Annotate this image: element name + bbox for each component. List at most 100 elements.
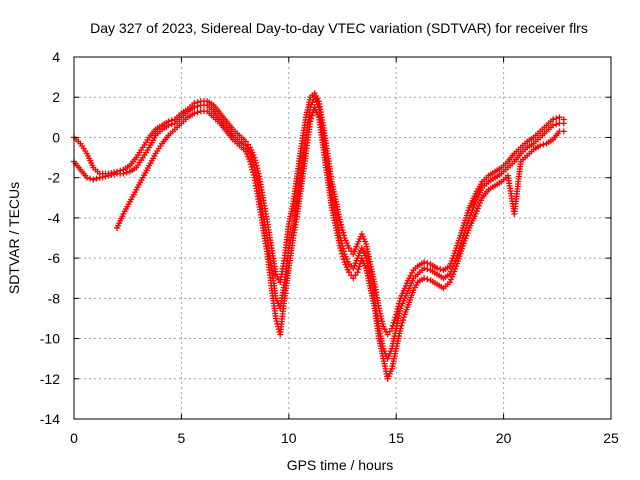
data-point [392, 314, 399, 321]
data-point [249, 166, 256, 173]
data-point [395, 303, 402, 310]
y-tick-label: 4 [52, 49, 60, 65]
data-point [421, 275, 428, 282]
data-point [399, 319, 406, 326]
data-point [339, 250, 346, 257]
grid-lines [74, 57, 611, 419]
data-point [337, 245, 344, 252]
data-point [437, 266, 444, 273]
data-point [83, 174, 90, 181]
x-tick-label: 20 [496, 430, 512, 446]
data-point [393, 308, 400, 315]
data-point [424, 266, 431, 273]
data-point [345, 245, 352, 252]
series-lower [113, 104, 567, 382]
data-point [340, 256, 347, 263]
data-point [255, 167, 262, 174]
data-point [474, 205, 481, 212]
data-point [394, 306, 401, 313]
data-point [250, 169, 256, 176]
y-tick-label: -12 [40, 371, 60, 387]
data-point [400, 314, 407, 321]
data-point [560, 116, 567, 123]
data-point [398, 322, 405, 329]
data-point [252, 159, 259, 166]
data-point [475, 202, 482, 209]
plot-frame [73, 56, 612, 420]
data-point [393, 311, 400, 318]
y-tick-label: -14 [40, 411, 60, 427]
data-point [337, 218, 344, 225]
x-tick-label: 25 [603, 430, 619, 446]
data-point [478, 197, 485, 204]
data-point [550, 116, 557, 123]
data-point [472, 210, 479, 217]
series-upper [71, 90, 567, 338]
data-point [476, 200, 483, 207]
x-tick-label: 5 [178, 430, 186, 446]
data-point [123, 169, 130, 176]
data-point [244, 141, 251, 148]
data-point [556, 114, 563, 121]
data-point [93, 175, 100, 182]
data-point [540, 141, 547, 148]
data-point [352, 272, 359, 279]
data-point [390, 319, 397, 326]
data-point [250, 171, 257, 178]
data-point [384, 331, 391, 338]
data-point [339, 226, 346, 233]
data-point [90, 176, 97, 183]
chart-title: Day 327 of 2023, Sidereal Day-to-day VTE… [90, 20, 588, 36]
data-point [247, 161, 254, 168]
data-point [340, 232, 347, 239]
data-point [108, 169, 115, 176]
data-point [165, 118, 172, 125]
data-point [168, 117, 175, 124]
data-point [117, 167, 124, 174]
y-tick-label: -2 [48, 170, 61, 186]
data-point [396, 298, 403, 305]
x-tick-label: 15 [388, 430, 404, 446]
data-point [553, 121, 560, 128]
data-point [339, 253, 346, 260]
data-point [307, 118, 314, 125]
y-tick-label: -4 [48, 210, 61, 226]
data-point [350, 275, 357, 282]
data-point [338, 221, 345, 228]
data-point [424, 260, 431, 267]
data-point [396, 300, 403, 307]
data-point [447, 276, 454, 283]
data-point [356, 263, 363, 270]
data-point [553, 115, 560, 122]
data-point [391, 317, 398, 324]
data-point [451, 268, 458, 275]
data-point [473, 208, 480, 215]
y-tick-label: 2 [52, 89, 60, 105]
data-point [452, 265, 459, 272]
data-point [191, 110, 198, 117]
data-point [400, 317, 407, 324]
y-axis-label: SDTVAR / TECUs [6, 182, 22, 294]
data-point [308, 112, 315, 119]
x-tick-labels: 0 5 10 15 20 25 [70, 430, 619, 446]
data-point [251, 154, 258, 161]
data-point [446, 279, 453, 286]
data-point [194, 109, 201, 116]
data-point [247, 158, 254, 165]
data-point [449, 273, 456, 280]
y-tick-label: -8 [48, 290, 61, 306]
data-point [450, 271, 457, 278]
data-point [345, 269, 352, 276]
data-point [471, 201, 478, 208]
data-point [254, 165, 261, 172]
x-tick-label: 0 [70, 430, 78, 446]
data-point [308, 115, 315, 122]
data-point [338, 247, 345, 254]
x-axis-label: GPS time / hours [287, 457, 394, 473]
data-point [421, 265, 428, 272]
y-tick-label: -10 [40, 331, 60, 347]
data-point [253, 162, 260, 169]
data-points [71, 90, 567, 382]
data-point [354, 269, 361, 276]
y-tick-labels: 4 2 0 -2 -4 -6 -8 -10 -12 -14 [40, 49, 60, 427]
